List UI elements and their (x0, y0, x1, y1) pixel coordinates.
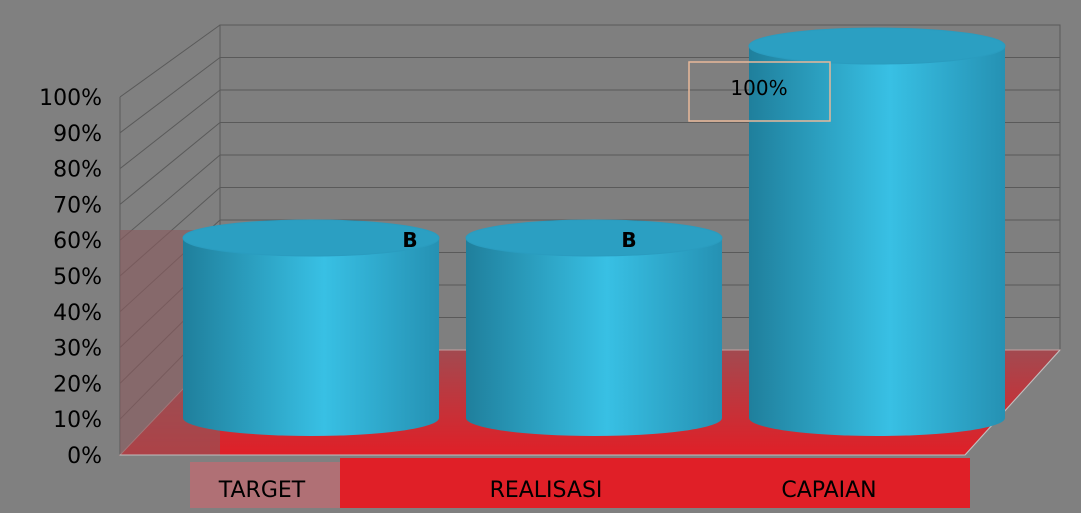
y-tick-label: 50% (53, 265, 102, 290)
floor-edge (964, 349, 1061, 456)
category-label-capaian: CAPAIAN (781, 478, 876, 503)
bars: B B 100% (182, 27, 1006, 436)
y-tick-label: 10% (53, 408, 102, 433)
category-label-realisasi: REALISASI (490, 478, 603, 503)
bar-realisasi (465, 219, 723, 436)
bar-top (748, 27, 1006, 65)
y-tick-label: 20% (53, 372, 102, 397)
y-tick-label: 40% (53, 301, 102, 326)
y-axis-ticks: 0% 10% 20% 30% 40% 50% 60% 70% 80% 90% 100% (39, 86, 102, 469)
side-gridline (119, 122, 221, 205)
y-tick-label: 90% (53, 122, 102, 147)
side-gridline (119, 24, 221, 98)
side-gridline (119, 154, 221, 241)
bar-target (182, 219, 440, 436)
y-tick-label: 70% (53, 193, 102, 218)
data-label-target: B (402, 228, 417, 252)
data-label-realisasi: B (621, 228, 636, 252)
bar-body (749, 46, 1005, 436)
side-gridline (119, 89, 221, 169)
bar-capaian (748, 27, 1006, 436)
bar-body (183, 238, 439, 436)
side-gridline (119, 57, 221, 134)
bar-body (466, 238, 722, 436)
y-tick-label: 100% (39, 86, 102, 111)
data-label-capaian: 100% (730, 76, 787, 100)
floor-band (340, 458, 970, 508)
y-tick-label: 80% (53, 158, 102, 183)
bar-top (465, 219, 723, 257)
y-tick-label: 30% (53, 337, 102, 362)
category-label-target: TARGET (218, 478, 306, 503)
y-tick-label: 0% (67, 444, 102, 469)
x-axis-categories: TARGET REALISASI CAPAIAN (218, 478, 877, 503)
data-label-box-capaian (688, 61, 831, 122)
floor-band-left (190, 462, 340, 508)
y-tick-label: 60% (53, 229, 102, 254)
bar-top (182, 219, 440, 257)
